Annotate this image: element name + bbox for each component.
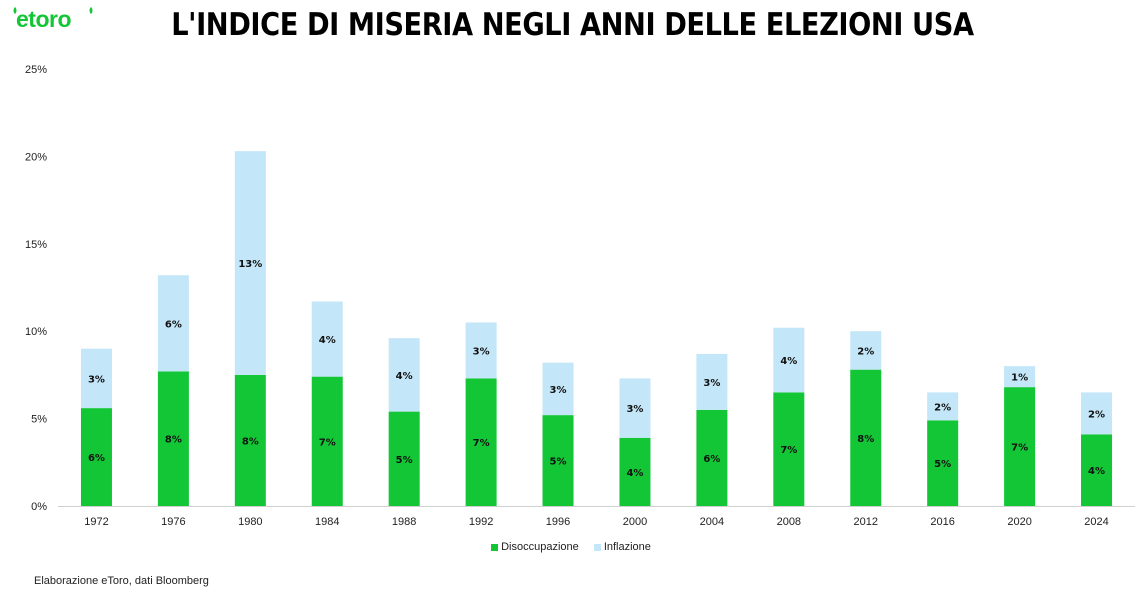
source-note: Elaborazione eToro, dati Bloomberg	[34, 575, 209, 587]
x-tick-label: 1984	[315, 516, 339, 528]
bar-label-inflazione-2020: 1%	[1011, 373, 1028, 384]
etoro-logo-leaf-icon	[13, 7, 93, 14]
bar-inflazione-1988	[388, 338, 420, 412]
bar-label-disoccupazione-1972: 6%	[88, 453, 105, 464]
y-tick-label: 25%	[25, 64, 47, 76]
bar-inflazione-2012	[850, 331, 882, 370]
bar-inflazione-2000	[619, 378, 651, 438]
bar-label-inflazione-2016: 2%	[934, 402, 951, 413]
x-tick-label: 2008	[777, 516, 801, 528]
bar-disoccupazione-2008	[773, 392, 805, 506]
bar-label-disoccupazione-2004: 6%	[703, 454, 720, 465]
bar-disoccupazione-2024	[1081, 434, 1113, 506]
bar-label-inflazione-2012: 2%	[857, 346, 874, 357]
bar-label-inflazione-1972: 3%	[88, 374, 105, 385]
bar-label-disoccupazione-2024: 4%	[1088, 466, 1105, 477]
bar-label-inflazione-2000: 3%	[626, 404, 643, 415]
bar-disoccupazione-2016	[927, 420, 959, 506]
bar-inflazione-2016	[927, 392, 959, 421]
y-tick-label: 0%	[31, 501, 47, 513]
legend: Disoccupazione Inflazione	[0, 541, 1142, 554]
y-tick-label: 15%	[25, 239, 47, 251]
bar-label-inflazione-1976: 6%	[165, 319, 182, 330]
x-tick-label: 2004	[700, 516, 724, 528]
chart-title: L'INDICE DI MISERIA NEGLI ANNI DELLE ELE…	[171, 7, 974, 43]
bar-disoccupazione-2020	[1004, 387, 1036, 506]
bar-inflazione-1972	[80, 348, 112, 409]
x-tick-label: 2024	[1084, 516, 1108, 528]
y-axis: 0% 5% 10% 15% 20% 25%	[25, 64, 47, 513]
bar-disoccupazione-2004	[696, 409, 728, 506]
bar-inflazione-2020	[1004, 366, 1036, 388]
legend-item-disoccupazione: Disoccupazione	[491, 541, 579, 553]
bar-label-disoccupazione-2012: 8%	[857, 434, 874, 445]
bar-disoccupazione-1984	[311, 376, 343, 506]
y-tick-label: 20%	[25, 151, 47, 163]
legend-swatch-disoccupazione	[491, 543, 499, 551]
bar-inflazione-2008	[773, 327, 805, 393]
bar-disoccupazione-1992	[465, 378, 497, 506]
bar-label-disoccupazione-1996: 5%	[550, 457, 567, 468]
bar-label-inflazione-1980: 13%	[238, 259, 262, 270]
bar-label-inflazione-1992: 3%	[473, 346, 490, 357]
legend-label-disoccupazione: Disoccupazione	[501, 541, 579, 553]
x-tick-label: 1980	[238, 516, 262, 528]
x-tick-label: 2012	[854, 516, 878, 528]
bar-label-disoccupazione-2000: 4%	[626, 468, 643, 479]
y-tick-label: 10%	[25, 326, 47, 338]
bar-disoccupazione-2012	[850, 369, 882, 506]
bar-inflazione-1996	[542, 362, 574, 416]
x-tick-label: 1972	[84, 516, 108, 528]
legend-swatch-inflazione	[593, 543, 601, 551]
bar-label-inflazione-2008: 4%	[780, 356, 797, 367]
etoro-logo: etoro	[12, 6, 94, 32]
bar-disoccupazione-2000	[619, 437, 651, 506]
bar-label-disoccupazione-1988: 5%	[396, 455, 413, 466]
bar-label-disoccupazione-2020: 7%	[1011, 443, 1028, 454]
x-tick-label: 2020	[1007, 516, 1031, 528]
bar-inflazione-1984	[311, 301, 343, 377]
bar-label-disoccupazione-2016: 5%	[934, 459, 951, 470]
x-tick-label: 1988	[392, 516, 416, 528]
x-tick-label: 2016	[930, 516, 954, 528]
legend-item-inflazione: Inflazione	[593, 541, 651, 553]
etoro-logo-text: etoro	[16, 6, 72, 32]
bar-label-inflazione-1984: 4%	[319, 335, 336, 346]
bar-disoccupazione-1976	[157, 371, 189, 506]
bar-label-disoccupazione-1992: 7%	[473, 438, 490, 449]
bar-disoccupazione-1980	[234, 374, 266, 506]
x-tick-label: 1992	[469, 516, 493, 528]
bar-label-disoccupazione-1984: 7%	[319, 437, 336, 448]
bar-label-inflazione-2004: 3%	[703, 378, 720, 389]
x-tick-label: 1996	[546, 516, 570, 528]
bar-inflazione-2004	[696, 353, 728, 410]
bar-inflazione-1992	[465, 322, 497, 379]
bar-inflazione-1980	[234, 151, 266, 375]
bar-inflazione-2024	[1081, 392, 1113, 435]
bar-label-inflazione-1988: 4%	[396, 371, 413, 382]
bar-disoccupazione-1996	[542, 415, 574, 506]
x-tick-label: 2000	[623, 516, 647, 528]
bar-label-inflazione-1996: 3%	[550, 385, 567, 396]
bar-disoccupazione-1988	[388, 411, 420, 506]
x-tick-label: 1976	[161, 516, 185, 528]
bar-label-disoccupazione-2008: 7%	[780, 445, 797, 456]
bar-inflazione-1976	[157, 275, 189, 372]
x-axis: 1972 1976 1980 1984 1988 1992 1996 2000 2004 2008…	[84, 516, 1109, 528]
legend-label-inflazione: Inflazione	[603, 541, 651, 553]
bar-label-disoccupazione-1980: 8%	[242, 436, 259, 447]
bar-label-disoccupazione-1976: 8%	[165, 435, 182, 446]
bar-disoccupazione-1972	[80, 408, 112, 506]
bar-label-inflazione-2024: 2%	[1088, 409, 1105, 420]
y-tick-label: 5%	[31, 414, 47, 426]
bars: 6% 3% 8% 6% 8% 13% 7% 4% 5% 4% 7% 3% 5% 3% 4% 3% 6% 3% 7% 4…	[80, 151, 1113, 506]
